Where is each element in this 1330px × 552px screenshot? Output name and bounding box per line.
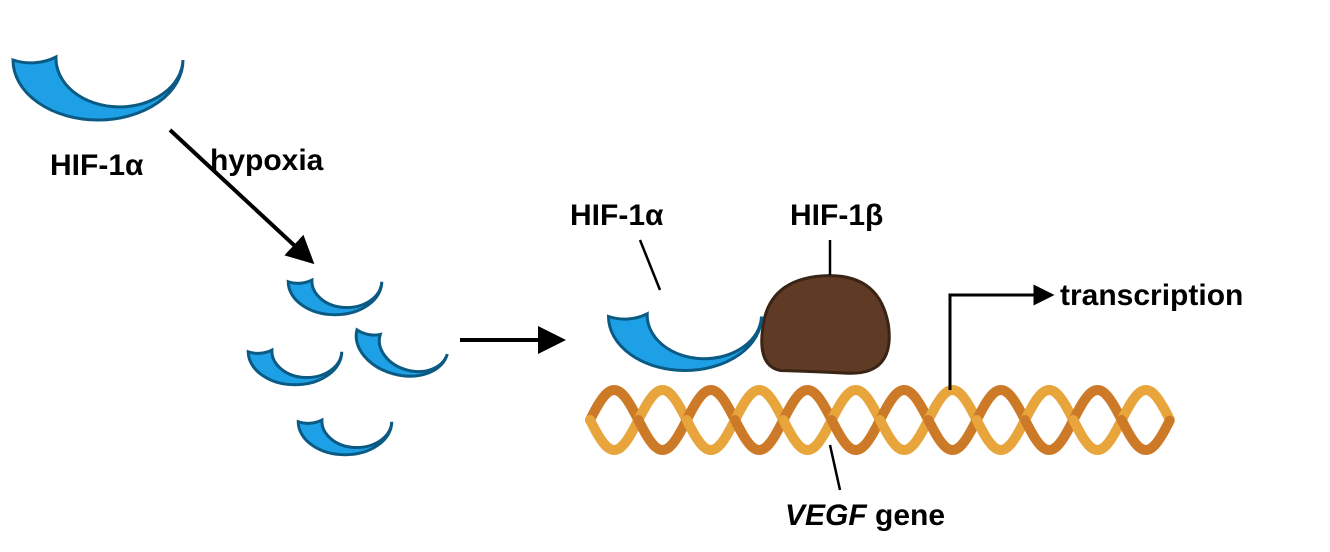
dna-strand-segment bbox=[783, 390, 831, 420]
dna-strand-segment bbox=[880, 420, 928, 450]
dna-strand-segment bbox=[1025, 390, 1073, 420]
callout-line-hif1a bbox=[640, 240, 660, 290]
dna-strand-segment bbox=[1122, 420, 1170, 450]
vegf-gene-label: VEGF gene bbox=[785, 499, 945, 532]
hif1b-complex-label: HIF-1β bbox=[790, 199, 883, 232]
dna-strand-segment bbox=[783, 420, 831, 450]
dna-strand-segment bbox=[928, 420, 976, 450]
hypoxia-label: hypoxia bbox=[210, 144, 324, 177]
hif1a-accumulation-cluster bbox=[248, 280, 447, 455]
dna-strand-segment bbox=[928, 390, 976, 420]
hif1a-protein-small bbox=[348, 328, 447, 386]
dna-strand-segment bbox=[735, 390, 783, 420]
dna-strand-segment bbox=[977, 390, 1025, 420]
hif-pathway-diagram: HIF-1α hypoxia HIF-1α HIF-1β transcripti… bbox=[0, 0, 1330, 552]
hif1a-protein-complex bbox=[609, 314, 762, 371]
hif1a-protein-small bbox=[288, 280, 382, 315]
dna-strand-segment bbox=[735, 420, 783, 450]
dna-strand-segment bbox=[638, 420, 686, 450]
transcription-arrow bbox=[950, 295, 1050, 390]
transcription-label: transcription bbox=[1060, 279, 1243, 312]
hif1a-protein-large bbox=[13, 57, 183, 120]
dna-strand-segment bbox=[1025, 420, 1073, 450]
callout-line-vegf bbox=[830, 445, 840, 490]
dna-vegf-gene bbox=[590, 390, 1170, 450]
dna-strand-segment bbox=[977, 420, 1025, 450]
dna-strand-segment bbox=[832, 420, 880, 450]
hif1a-complex-label: HIF-1α bbox=[570, 199, 664, 232]
dna-strand-segment bbox=[687, 420, 735, 450]
dna-strand-segment bbox=[590, 420, 638, 450]
dna-strand-segment bbox=[880, 390, 928, 420]
dna-strand-segment bbox=[832, 390, 880, 420]
hif1a-protein-small bbox=[298, 420, 392, 455]
dna-strand-segment bbox=[1122, 390, 1170, 420]
dna-strand-segment bbox=[1073, 420, 1121, 450]
dna-strand-segment bbox=[638, 390, 686, 420]
hif1a-protein-small bbox=[248, 350, 342, 385]
dna-strand-segment bbox=[590, 390, 638, 420]
dna-strand-segment bbox=[1073, 390, 1121, 420]
dna-strand-segment bbox=[687, 390, 735, 420]
hif1b-protein-complex bbox=[762, 276, 889, 374]
hif1a-label: HIF-1α bbox=[50, 149, 144, 182]
